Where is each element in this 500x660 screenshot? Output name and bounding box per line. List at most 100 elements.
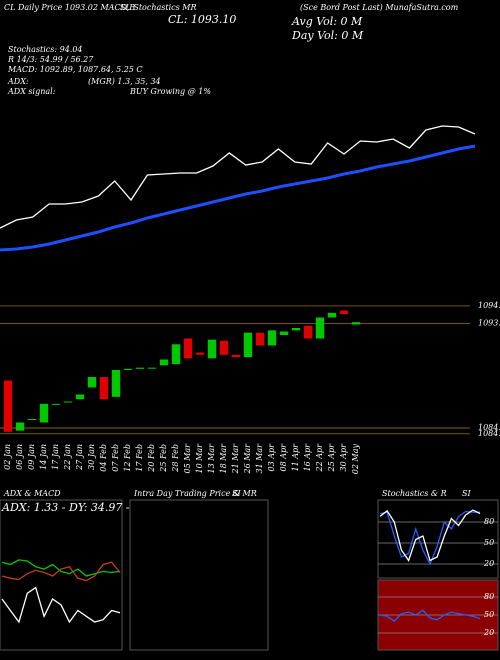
header-mid: SL Stochastics MR — [120, 3, 196, 12]
candle — [51, 403, 61, 405]
panel-title: Stochastics & R — [382, 489, 447, 498]
x-tick-label: 06 Jan — [15, 444, 24, 470]
x-tick-label: 09 Jan — [27, 444, 36, 470]
r-line: R 14/3: 54.99 / 56.27 — [7, 55, 94, 64]
day-vol: Day Vol: 0 M — [291, 29, 364, 42]
series-line — [0, 125, 476, 229]
avg-vol: Avg Vol: 0 M — [291, 15, 363, 28]
x-tick-label: 28 Feb — [171, 444, 180, 473]
x-tick-label: 30 Jan — [87, 444, 96, 470]
candle — [291, 328, 301, 331]
x-tick-label: 26 Mar — [243, 443, 252, 475]
candle — [63, 401, 73, 403]
x-tick-label: 12 Feb — [123, 444, 132, 472]
candle — [351, 322, 361, 325]
candle — [219, 340, 229, 355]
candle — [111, 370, 121, 397]
adx-signal: BUY Growing @ 1% — [129, 87, 211, 96]
series-line — [0, 144, 476, 252]
candle — [135, 367, 145, 369]
x-tick-label: 11 Apr — [291, 443, 300, 472]
x-tick-label: 18 Mar — [219, 443, 228, 474]
stochastics: Stochastics: 94.04 — [8, 45, 83, 54]
candle — [243, 332, 253, 358]
y-tick-label: 80 — [484, 517, 494, 526]
y-tick-label: 20 — [483, 628, 494, 637]
y-tick-label: 20 — [483, 559, 494, 568]
x-tick-label: 22 Jan — [63, 444, 72, 471]
x-tick-label: 21 Mar — [231, 443, 240, 475]
candle — [3, 380, 13, 432]
series-line — [379, 510, 480, 566]
x-tick-label: 03 Apr — [267, 443, 276, 472]
panel-subtitle: SI — [462, 489, 471, 498]
x-tick-label: 20 Feb — [147, 444, 156, 473]
x-tick-label: 07 Feb — [111, 444, 120, 472]
panel-title: ADX & MACD — [3, 489, 61, 498]
x-tick-label: 17 Jan — [51, 444, 60, 470]
panel-title: Intra Day Trading Price & MR — [133, 489, 257, 498]
macd: MACD: 1092.89, 1087.64, 5.25 C — [7, 65, 143, 74]
candle — [99, 377, 109, 400]
candle — [39, 403, 49, 423]
x-tick-label: 30 Apr — [339, 443, 348, 472]
candle — [171, 344, 181, 365]
x-tick-label: 25 Feb — [159, 444, 168, 473]
x-tick-label: 02 Jan — [3, 444, 12, 470]
candle — [183, 338, 193, 359]
x-tick-label: 13 Mar — [207, 443, 216, 474]
series-line — [379, 609, 481, 622]
candle — [123, 368, 133, 370]
candle — [15, 422, 25, 431]
candle — [195, 352, 205, 355]
x-tick-label: 25 Apr — [327, 443, 336, 473]
header-price: CL: 1093.10 — [168, 13, 236, 26]
candle — [303, 325, 313, 339]
candle — [339, 310, 349, 314]
candle — [267, 330, 277, 346]
x-tick-label: 17 Feb — [135, 444, 144, 472]
y-tick-label: 1094.99 — [478, 301, 500, 310]
x-tick-label: 04 Feb — [99, 444, 108, 472]
panel — [0, 499, 123, 651]
candle — [231, 354, 241, 358]
header-left: CL Daily Price 1093.02 MACD,B — [4, 3, 135, 12]
header-right: (Sce Bord Post Last) MunafaSutra.com — [300, 3, 459, 12]
x-tick-label: 14 Jan — [39, 444, 48, 470]
series-line — [1, 559, 121, 577]
x-tick-label: 22 Apr — [315, 443, 324, 473]
candle — [279, 331, 289, 335]
panel-subtitle: SI — [232, 489, 241, 498]
adx-signal-label: ADX signal: — [7, 87, 56, 96]
candle — [87, 377, 97, 388]
y-tick-label: 50 — [484, 610, 494, 619]
y-tick-label: 80 — [484, 592, 494, 601]
adx-values: (MGR) 1.3, 35, 34 — [88, 77, 161, 86]
y-tick-label: 1093.47 — [478, 319, 500, 328]
x-tick-label: 05 Mar — [183, 443, 192, 474]
series-line — [1, 561, 121, 582]
candle — [147, 367, 157, 369]
candle — [159, 359, 169, 366]
x-tick-label: 02 May — [351, 444, 360, 475]
x-tick-label: 08 Apr — [279, 443, 288, 472]
adx-label: ADX: — [7, 77, 29, 86]
y-tick-label: 1084.03 — [478, 429, 500, 438]
x-tick-label: 31 Mar — [255, 443, 264, 474]
y-tick-label: 50 — [484, 538, 494, 547]
x-tick-label: 16 Apr — [303, 443, 312, 472]
x-tick-label: 27 Jan — [75, 444, 84, 471]
candle — [315, 317, 325, 339]
panel — [129, 499, 269, 651]
candle — [27, 419, 37, 420]
series-line — [1, 586, 121, 624]
series-line — [379, 509, 481, 562]
y-tick-label: 1084.53 — [478, 423, 500, 432]
candle — [207, 339, 217, 359]
candle — [255, 332, 265, 346]
candle — [327, 312, 337, 318]
candle — [75, 394, 85, 400]
x-tick-label: 10 Mar — [195, 443, 204, 474]
